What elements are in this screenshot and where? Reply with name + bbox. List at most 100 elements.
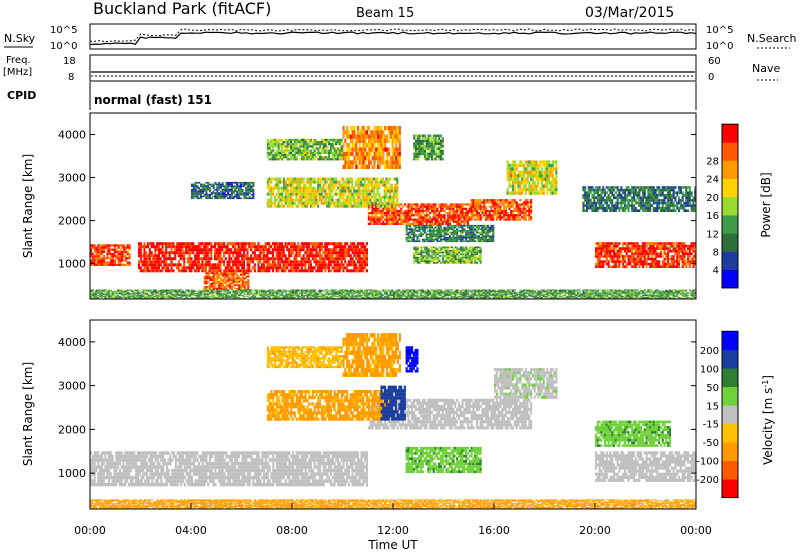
heatmap-cell: [386, 208, 388, 210]
heatmap-cell: [415, 212, 417, 214]
heatmap-cell: [330, 181, 332, 184]
heatmap-cell: [107, 251, 109, 253]
heatmap-cell: [499, 201, 501, 203]
heatmap-cell: [438, 235, 440, 237]
heatmap-cell: [310, 150, 312, 152]
heatmap-cell: [449, 216, 451, 218]
heatmap-cell: [660, 250, 662, 253]
heatmap-cell: [447, 230, 449, 232]
heatmap-cell: [263, 248, 265, 251]
heatmap-cell: [418, 208, 420, 210]
heatmap-cell: [315, 152, 317, 154]
heatmap-cell: [447, 259, 449, 261]
heatmap-cell: [364, 190, 366, 193]
heatmap-cell: [279, 242, 281, 245]
heatmap-cell: [440, 210, 442, 212]
heatmap-cell: [171, 248, 173, 251]
heatmap-cell: [303, 147, 305, 149]
heatmap-cell: [321, 156, 323, 158]
heatmap-cell: [330, 263, 332, 266]
heatmap-cell: [276, 143, 278, 145]
heatmap-cell: [151, 254, 153, 257]
heatmap-cell: [228, 254, 230, 257]
heatmap-cell: [342, 257, 344, 260]
heatmap-cell: [301, 187, 303, 190]
heatmap-cell: [480, 219, 482, 221]
heatmap-cell: [220, 187, 222, 189]
heatmap-cell: [427, 239, 429, 241]
heatmap-cell: [437, 260, 439, 262]
heatmap-cell: [281, 147, 283, 149]
heatmap-cell: [393, 196, 395, 199]
heatmap-cell: [305, 152, 307, 154]
heatmap-cell: [228, 260, 230, 263]
heatmap-cell: [274, 202, 276, 205]
heatmap-cell: [474, 210, 476, 212]
heatmap-cell: [388, 147, 390, 151]
heatmap-cell: [243, 194, 245, 196]
heatmap-cell: [357, 248, 359, 251]
heatmap-cell: [682, 263, 684, 266]
heatmap-cell: [496, 214, 498, 216]
heatmap-cell: [431, 239, 433, 241]
heatmap-cell: [303, 202, 305, 205]
heatmap-cell: [314, 178, 316, 181]
heatmap-cell: [339, 184, 341, 187]
heatmap-cell: [326, 242, 328, 245]
heatmap-cell: [162, 266, 164, 269]
heatmap-cell: [198, 263, 200, 266]
heatmap-cell: [662, 245, 664, 248]
heatmap-cell: [626, 250, 628, 253]
heatmap-cell: [310, 196, 312, 199]
heatmap-cell: [683, 242, 685, 245]
heatmap-cell: [460, 239, 462, 241]
heatmap-cell: [649, 250, 651, 253]
heatmap-cell: [268, 263, 270, 266]
heatmap-cell: [335, 178, 337, 181]
heatmap-cell: [534, 160, 536, 163]
heatmap-cell: [413, 247, 415, 249]
heatmap-cell: [335, 184, 337, 187]
heatmap-cell: [187, 257, 189, 260]
heatmap-cell: [266, 269, 268, 272]
heatmap-cell: [301, 154, 303, 156]
heatmap-cell: [651, 250, 653, 253]
heatmap-cell: [143, 269, 145, 272]
heatmap-cell: [451, 227, 453, 229]
heatmap-cell: [296, 187, 298, 190]
heatmap-cell: [335, 205, 337, 208]
heatmap-cell: [369, 181, 371, 184]
heatmap-cell: [270, 266, 272, 269]
heatmap-cell: [397, 165, 399, 169]
heatmap-cell: [301, 193, 303, 196]
heatmap-cell: [202, 189, 204, 191]
heatmap-cell: [642, 255, 644, 258]
heatmap-cell: [370, 152, 372, 156]
heatmap-cell: [332, 202, 334, 205]
heatmap-cell: [438, 234, 440, 236]
heatmap-cell: [465, 262, 467, 264]
heatmap-cell: [462, 225, 464, 227]
heatmap-cell: [295, 254, 297, 257]
heatmap-cell: [350, 269, 352, 272]
heatmap-cell: [463, 214, 465, 216]
heatmap-cell: [142, 254, 144, 257]
heatmap-cell: [436, 147, 438, 150]
heatmap-cell: [489, 212, 491, 214]
heatmap-cell: [279, 248, 281, 251]
heatmap-cell: [203, 263, 205, 266]
heatmap-cell: [440, 208, 442, 210]
heatmap-cell: [154, 254, 156, 257]
heatmap-cell: [483, 237, 485, 239]
heatmap-cell: [444, 260, 446, 262]
heatmap-cell: [438, 203, 440, 205]
heatmap-cell: [609, 255, 611, 258]
heatmap-cell: [386, 139, 388, 143]
heatmap-cell: [123, 264, 125, 266]
heatmap-cell: [314, 202, 316, 205]
heatmap-cell: [205, 187, 207, 189]
heatmap-cell: [178, 269, 180, 272]
heatmap-cell: [339, 143, 341, 145]
heatmap-cell: [517, 216, 519, 218]
heatmap-cell: [219, 260, 221, 263]
